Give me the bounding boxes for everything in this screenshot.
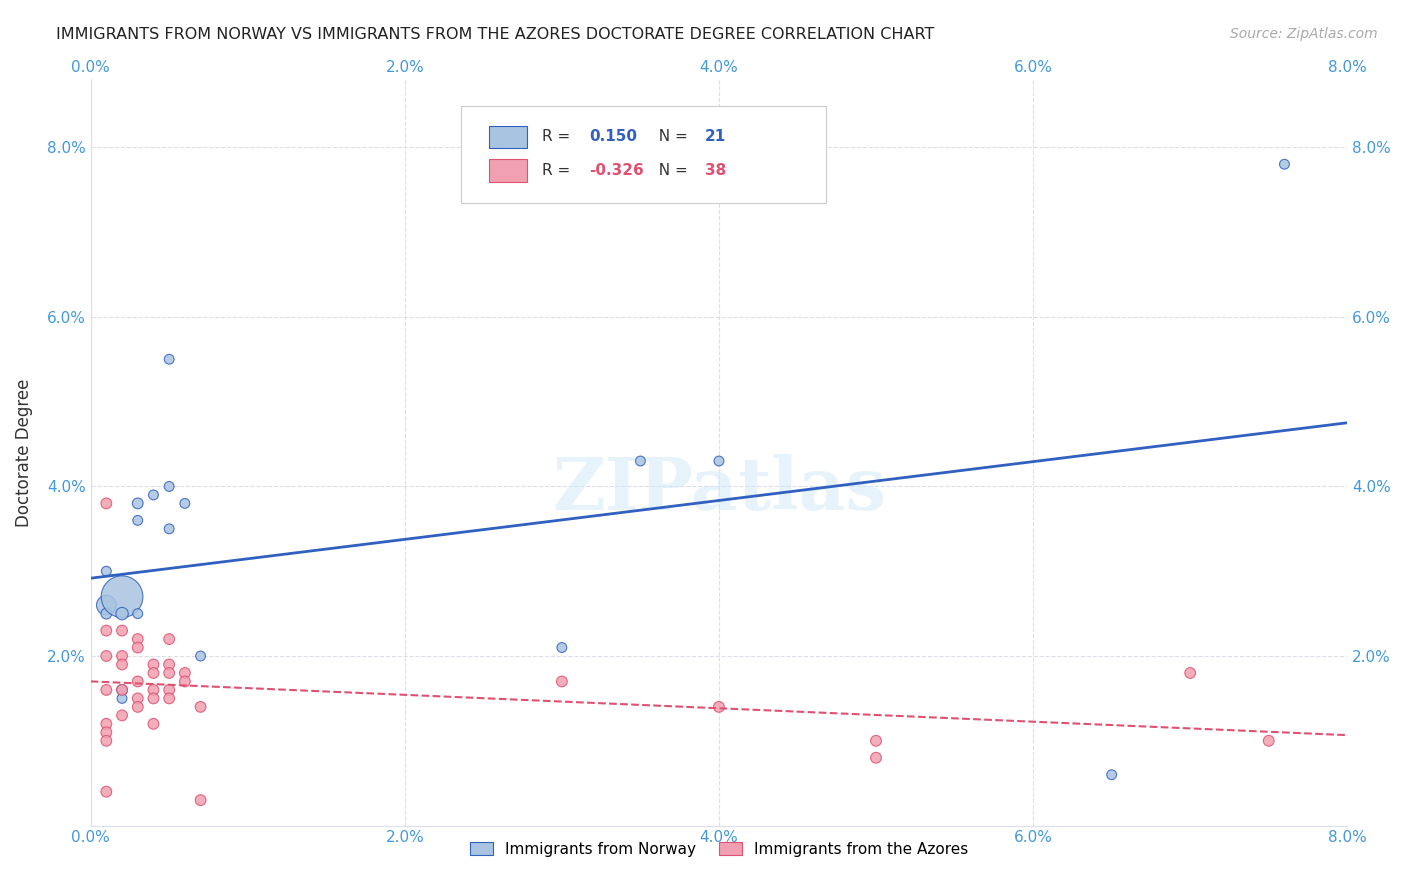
- Text: Source: ZipAtlas.com: Source: ZipAtlas.com: [1230, 27, 1378, 41]
- Point: [142, 691, 165, 706]
- Point: [173, 665, 195, 680]
- Point: [142, 488, 165, 502]
- Point: [111, 682, 134, 697]
- Point: [142, 665, 165, 680]
- Point: [157, 522, 180, 536]
- Text: N =: N =: [648, 163, 692, 178]
- Point: [96, 725, 118, 739]
- Point: [111, 682, 134, 697]
- Point: [190, 648, 212, 663]
- Point: [157, 691, 180, 706]
- Point: [96, 607, 118, 621]
- Point: [190, 699, 212, 714]
- Point: [127, 699, 149, 714]
- Text: R =: R =: [541, 163, 575, 178]
- Point: [173, 674, 195, 689]
- Point: [1257, 733, 1279, 747]
- Point: [96, 624, 118, 638]
- Point: [96, 733, 118, 747]
- Point: [111, 624, 134, 638]
- Point: [157, 657, 180, 672]
- FancyBboxPatch shape: [489, 126, 527, 148]
- Point: [127, 607, 149, 621]
- Point: [190, 793, 212, 807]
- Point: [157, 665, 180, 680]
- Point: [96, 682, 118, 697]
- Text: 21: 21: [706, 129, 727, 145]
- Point: [96, 785, 118, 799]
- Point: [111, 708, 134, 723]
- Point: [1101, 768, 1123, 782]
- Point: [142, 716, 165, 731]
- Point: [142, 657, 165, 672]
- FancyBboxPatch shape: [489, 160, 527, 182]
- Point: [96, 496, 118, 510]
- Text: 0.150: 0.150: [589, 129, 637, 145]
- FancyBboxPatch shape: [461, 105, 825, 202]
- Text: N =: N =: [648, 129, 692, 145]
- Point: [1274, 157, 1296, 171]
- Point: [96, 716, 118, 731]
- Point: [111, 648, 134, 663]
- Point: [96, 648, 118, 663]
- Point: [157, 479, 180, 493]
- Point: [127, 513, 149, 527]
- Point: [111, 691, 134, 706]
- Point: [707, 699, 730, 714]
- Point: [96, 564, 118, 578]
- Legend: Immigrants from Norway, Immigrants from the Azores: Immigrants from Norway, Immigrants from …: [464, 836, 974, 863]
- Point: [111, 657, 134, 672]
- Text: R =: R =: [541, 129, 575, 145]
- Point: [157, 682, 180, 697]
- Point: [551, 640, 574, 655]
- Point: [111, 590, 134, 604]
- Point: [157, 632, 180, 646]
- Point: [628, 454, 651, 468]
- Point: [127, 640, 149, 655]
- Point: [551, 674, 574, 689]
- Point: [157, 352, 180, 367]
- Point: [1180, 665, 1202, 680]
- Point: [173, 496, 195, 510]
- Point: [142, 682, 165, 697]
- Point: [127, 674, 149, 689]
- Point: [865, 733, 887, 747]
- Text: -0.326: -0.326: [589, 163, 644, 178]
- Point: [127, 691, 149, 706]
- Point: [707, 454, 730, 468]
- Point: [865, 751, 887, 765]
- Point: [127, 632, 149, 646]
- Point: [96, 598, 118, 612]
- Text: 38: 38: [706, 163, 727, 178]
- Text: ZIPatlas: ZIPatlas: [553, 454, 886, 525]
- Y-axis label: Doctorate Degree: Doctorate Degree: [15, 378, 32, 526]
- Point: [111, 607, 134, 621]
- Point: [127, 496, 149, 510]
- Text: IMMIGRANTS FROM NORWAY VS IMMIGRANTS FROM THE AZORES DOCTORATE DEGREE CORRELATIO: IMMIGRANTS FROM NORWAY VS IMMIGRANTS FRO…: [56, 27, 935, 42]
